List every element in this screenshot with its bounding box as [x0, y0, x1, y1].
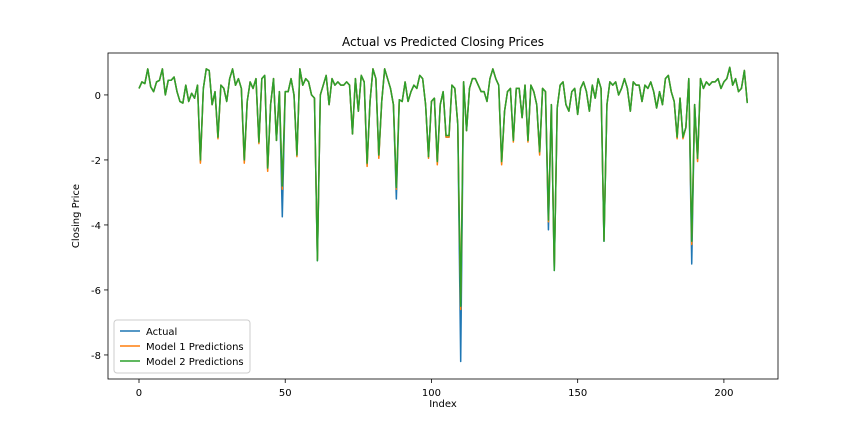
series-line [138, 66, 749, 307]
x-tick-label: 100 [422, 388, 441, 399]
y-axis-label: Closing Price [71, 184, 82, 248]
legend-label: Actual [146, 327, 177, 338]
legend-label: Model 1 Predictions [146, 342, 244, 353]
y-tick-label: -2 [91, 156, 101, 167]
legend-box [113, 319, 251, 374]
y-tick-label: 0 [95, 91, 101, 102]
x-tick-label: 0 [136, 388, 142, 399]
legend: Actual Model 1 Predictions Model 2 Predict… [113, 319, 251, 374]
x-tick-label: 150 [568, 388, 587, 399]
plot-frame [107, 52, 779, 380]
y-tick-label: -4 [91, 221, 101, 232]
x-axis-label: Index [429, 399, 457, 410]
legend-label: Model 2 Predictions [146, 357, 244, 368]
x-tick-label: 200 [714, 388, 733, 399]
y-tick-label: -6 [91, 286, 101, 297]
chart-title: Actual vs Predicted Closing Prices [342, 35, 544, 49]
y-tick-label: -8 [91, 351, 101, 362]
x-tick-label: 50 [279, 388, 292, 399]
